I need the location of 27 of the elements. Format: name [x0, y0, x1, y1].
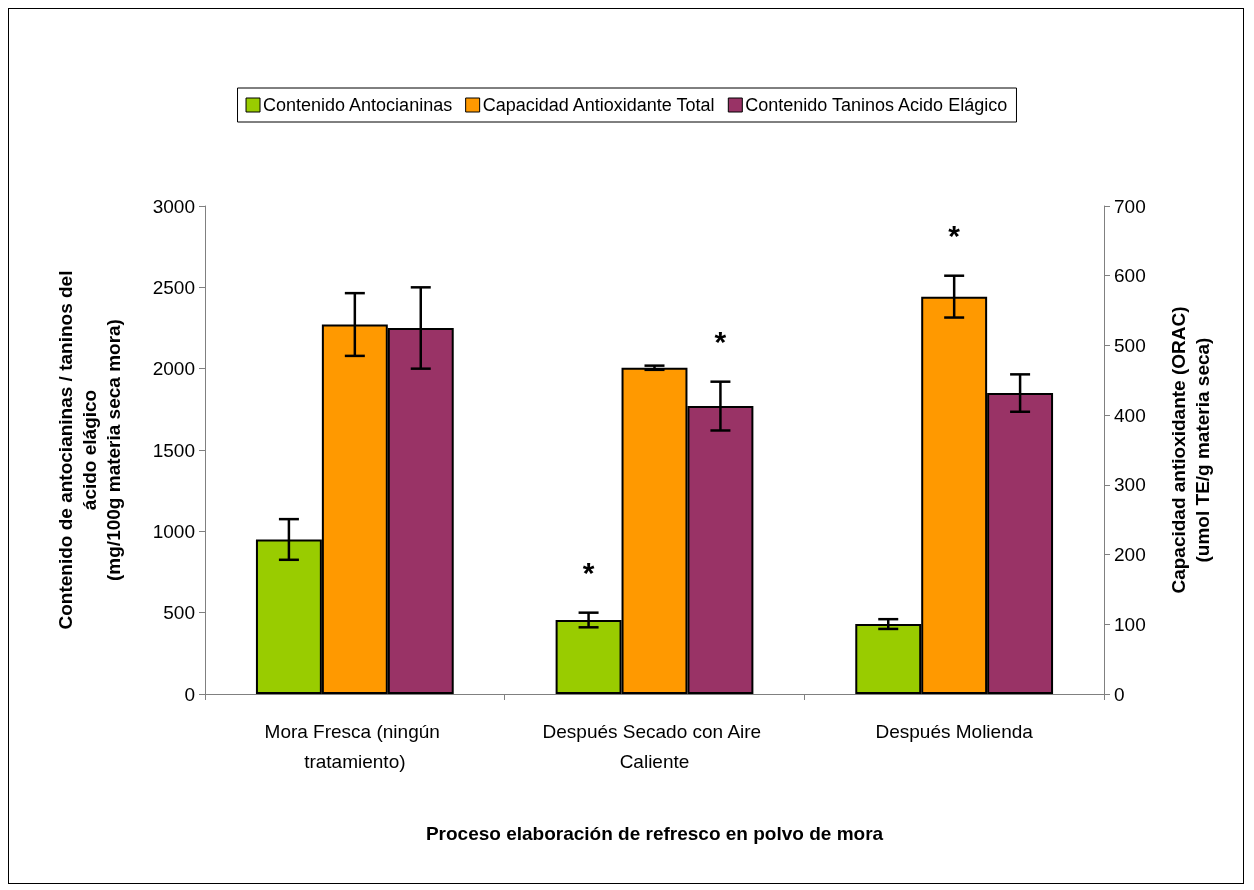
y2-tick-label: 100: [1114, 613, 1146, 635]
y-axis-title: Contenido de antocianinas / taninos del ácido elágico (mg/100g materia seca mora): [54, 270, 124, 630]
y2-axis-title: Capacidad antioxidante (ORAC) (umol TE/g materia seca): [1167, 306, 1213, 594]
y2-tick-label: 300: [1114, 474, 1146, 496]
data-label: *: [948, 219, 961, 253]
y2-tick-label: 400: [1114, 404, 1146, 426]
data-label: *: [582, 556, 595, 590]
y-tick-label: 1000: [152, 520, 195, 542]
y-tick-label: 2000: [152, 358, 195, 380]
y-tick-label: 3000: [152, 195, 195, 217]
y2-tick-label: 500: [1114, 334, 1146, 356]
y-tick-label: 500: [163, 602, 195, 624]
x-tick-label: Mora Fresca (ningún tratamiento): [264, 720, 446, 772]
x-tick-label: Después Molienda: [875, 720, 1034, 742]
x-axis-title: Proceso elaboración de refresco en polvo de mora: [425, 823, 884, 844]
y-tick-label: 0: [184, 683, 195, 705]
y-tick-label: 1500: [152, 439, 195, 461]
y2-tick-label: 700: [1114, 195, 1146, 217]
legend-label: Contenido Taninos Acido Elágico: [745, 95, 1008, 115]
legend-label: Contenido Antocianinas: [263, 95, 453, 115]
legend-label: Capacidad Antioxidante Total: [482, 95, 715, 115]
y2-tick-label: 600: [1114, 265, 1146, 287]
data-label: *: [714, 325, 727, 359]
y-tick-label: 2500: [152, 276, 195, 298]
x-tick-label: Después Secado con Aire Caliente: [542, 720, 767, 772]
y2-tick-label: 200: [1114, 544, 1146, 566]
y2-tick-label: 0: [1114, 683, 1125, 705]
